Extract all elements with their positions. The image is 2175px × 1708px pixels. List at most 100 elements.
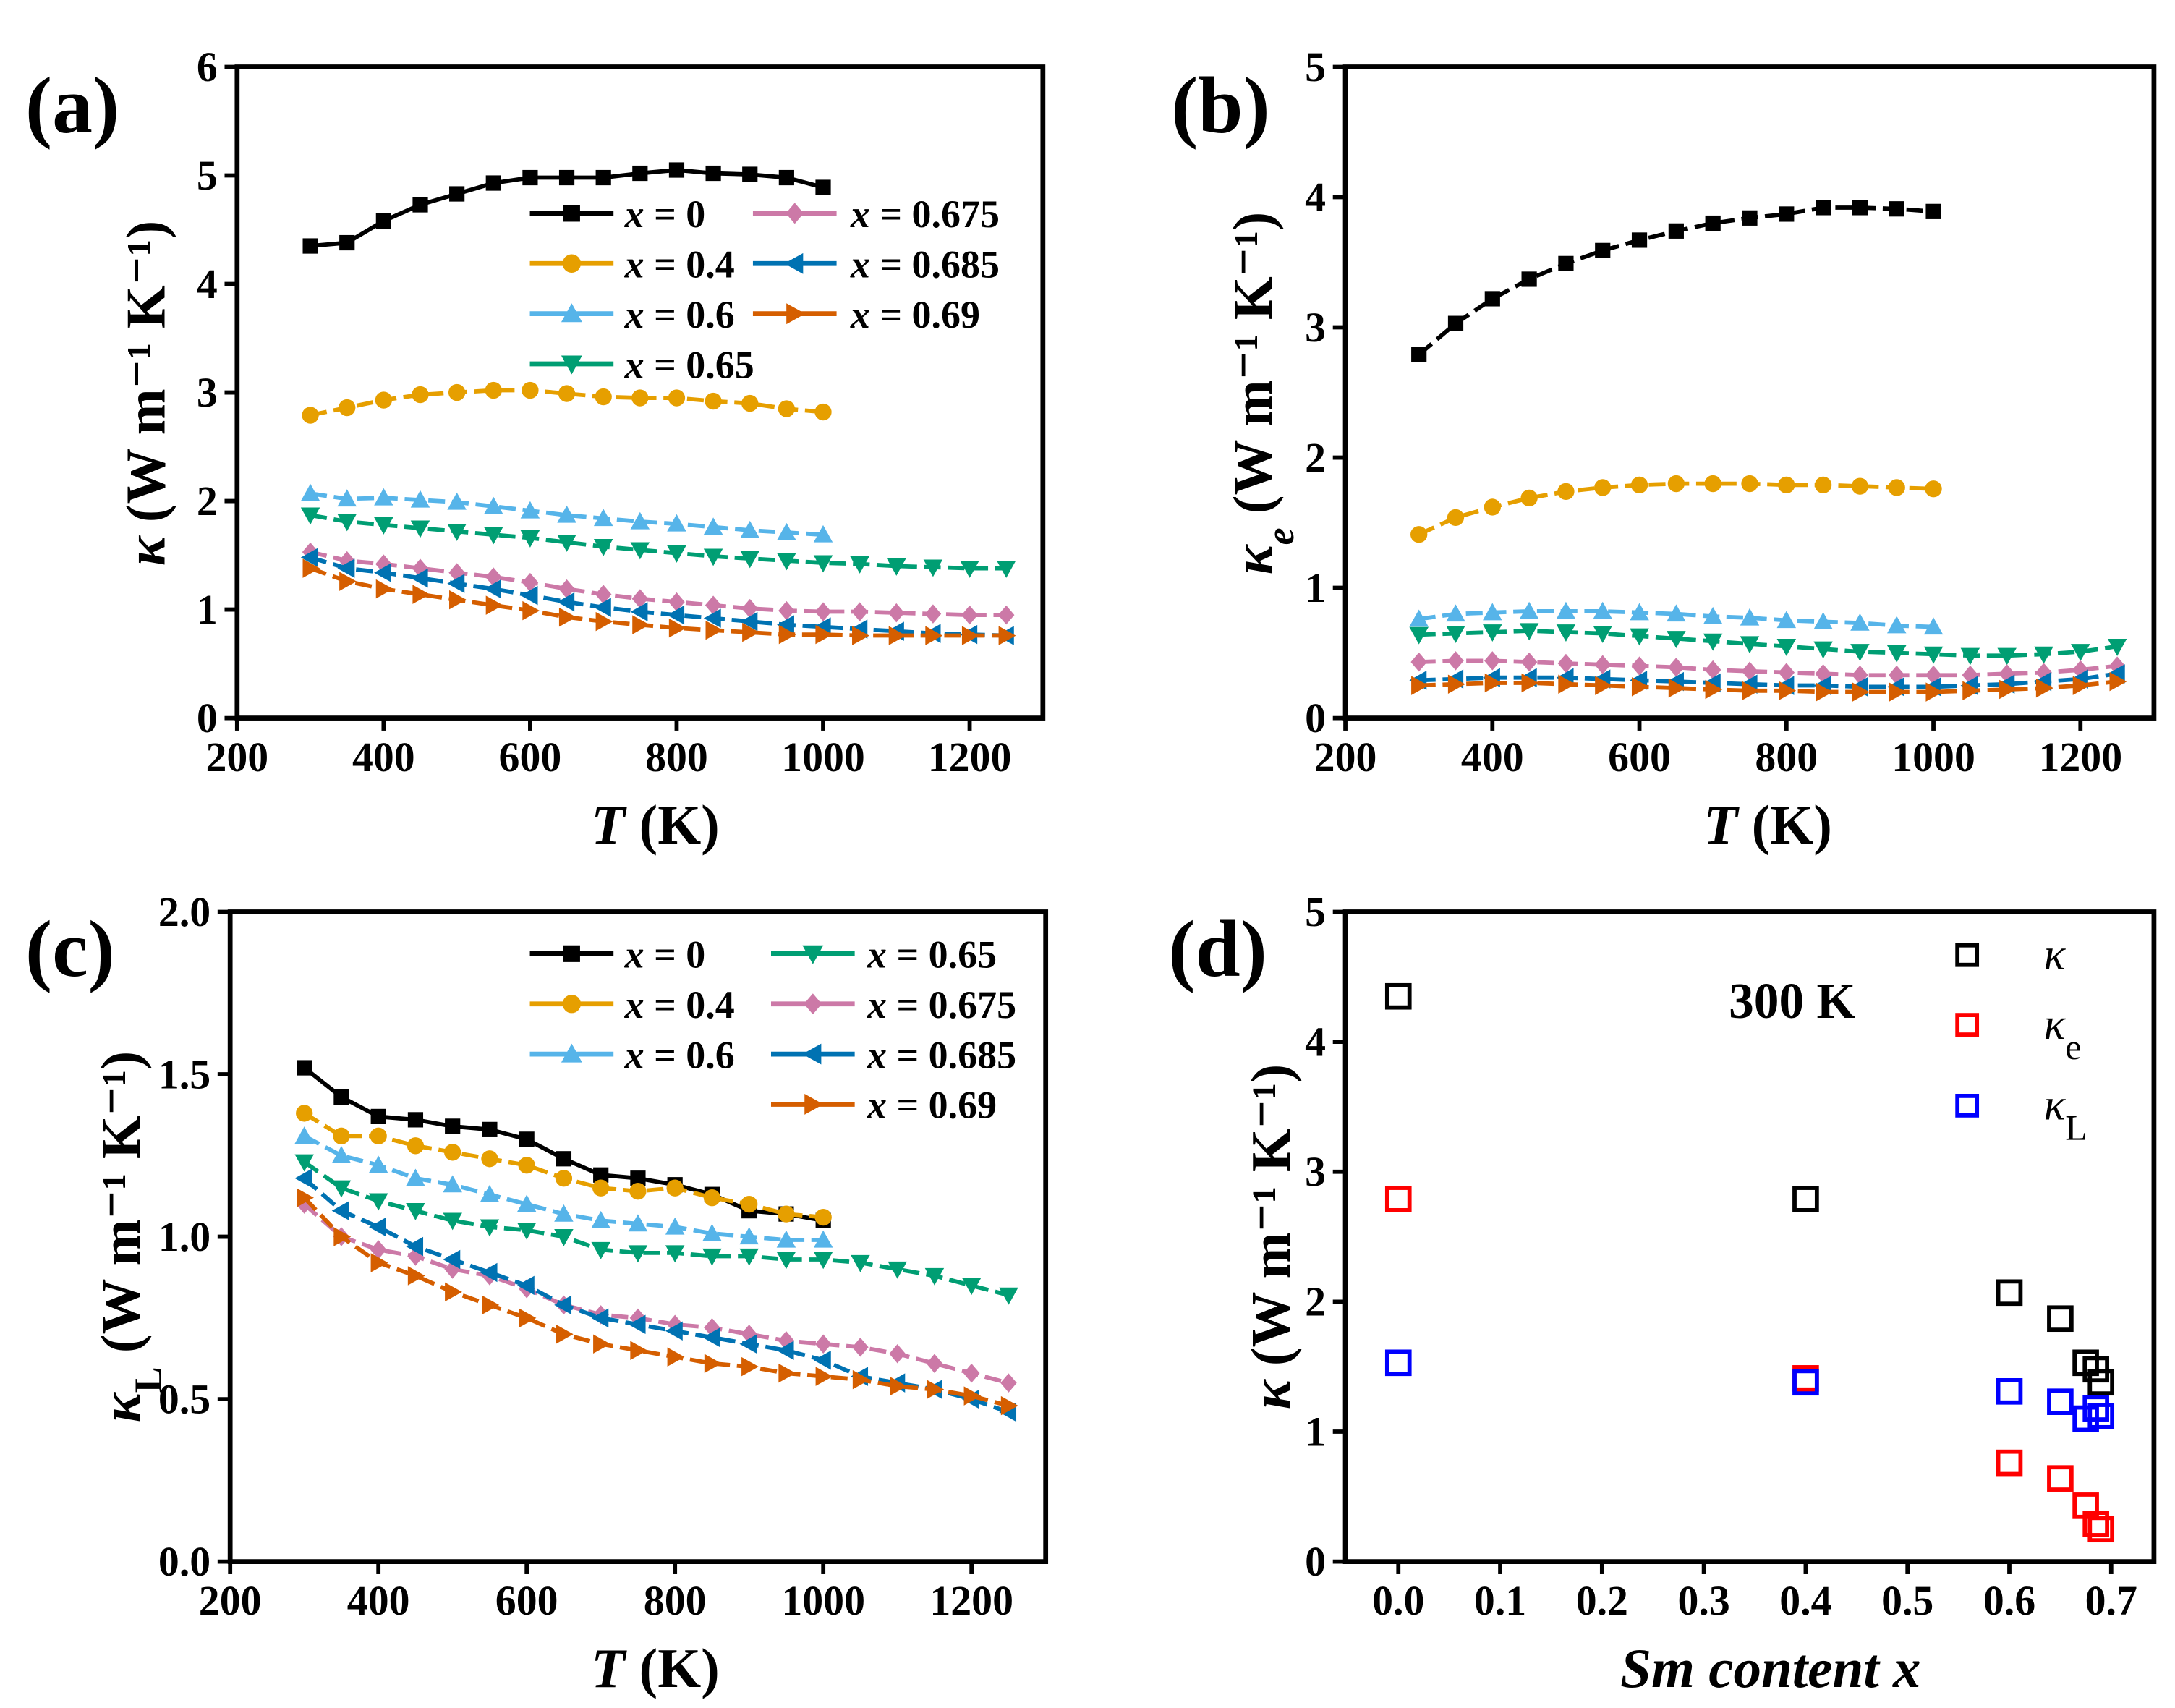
data-point [704,1354,722,1373]
y-tick-label: 3 [197,369,218,416]
data-point [667,514,686,532]
y-tick-label: 2 [197,477,218,524]
data-point [1447,674,1465,694]
data-point [1792,1186,1819,1212]
y-tick-label: 3 [1305,1148,1326,1195]
data-point [557,534,576,552]
data-point [927,1380,945,1399]
data-point [741,1356,759,1377]
x-tick-label: 0.4 [1779,1577,1831,1624]
data-point [333,1227,352,1246]
data-point [1740,636,1760,654]
data-point [374,488,393,506]
data-point [447,574,465,593]
data-point [742,166,758,182]
data-point [668,389,686,407]
data-point [484,496,503,514]
data-point [851,1254,870,1272]
data-point [595,611,613,632]
data-point [778,169,794,186]
data-point [1776,611,1797,629]
data-point [557,505,576,523]
legend: x = 0 x = 0.4 x = 0.6 x = 0.65 x = 0.675 x = … [529,933,1016,1127]
legend-item: x = 0.675 [770,983,1016,1027]
legend-marker [786,303,806,325]
data-point [778,1363,796,1383]
data-point [410,490,430,508]
data-point [1778,476,1795,494]
data-point [1484,498,1501,516]
data-point [705,620,723,640]
panel-b: (b) 200 400 600 800 1000 1200 0 1 2 3 4 5 T (K) κe (W … [1171,43,2157,856]
data-point [297,1188,314,1207]
data-point [1703,606,1723,624]
data-point [703,608,721,628]
data-point [628,1314,646,1335]
data-point [631,589,649,608]
data-point [1705,679,1723,700]
data-point [1446,604,1465,622]
data-point [961,626,979,645]
data-point [337,514,357,532]
data-point [1999,679,2017,700]
data-point [667,605,685,625]
y-tick-label: 0 [1305,1538,1326,1585]
x-tick-label: 600 [499,734,562,781]
data-point [1483,624,1502,642]
legend-label: x = 0.69 [850,293,980,336]
x-tick-label: 600 [495,1577,558,1624]
data-point [1484,291,1500,307]
data-point [889,1343,906,1364]
data-point [776,1252,796,1270]
x-tick-label: 200 [205,734,268,781]
data-point [368,1217,386,1237]
data-point [778,1205,795,1223]
legend-item: x = 0.69 [752,293,980,336]
variable-x: x [624,983,644,1027]
data-point [410,520,430,538]
data-point [630,1341,648,1360]
data-point [1410,652,1427,672]
data-point [558,607,576,627]
data-point [852,626,869,645]
data-point [1668,678,1686,698]
data-point [630,511,650,530]
data-point [668,618,686,638]
legend-label: x = 0.675 [850,192,1000,236]
data-point [2047,1388,2074,1415]
data-point [1851,477,1869,495]
data-point [702,1223,722,1241]
data-point [741,394,759,412]
data-point [740,611,758,632]
data-point [484,527,503,545]
series-x0.4 [296,1105,832,1226]
data-point [1886,645,1907,663]
series-line [1418,629,2118,658]
data-point [813,524,833,543]
data-point [412,386,429,404]
data-point [1852,682,1870,702]
data-point [963,1386,982,1406]
data-point [370,1240,387,1259]
legend-item: x = 0.65 [770,933,997,977]
data-point [554,1295,572,1315]
data-point [926,1354,943,1373]
panel-a: (a) 200 400 600 800 1000 1200 0 1 2 3 4 5 6 T (K) κ (W … [25,43,1046,856]
legend-label: x = 0.675 [867,983,1016,1027]
panel-label: (a) [25,61,119,150]
data-point [1447,315,1464,331]
data-point [1667,604,1686,622]
series-line [303,1160,1010,1298]
legend-label: x = 0.69 [867,1084,997,1127]
data-point [2082,1511,2109,1537]
data-point [482,1295,500,1315]
data-point [961,605,978,625]
x-tick-label: 1000 [1891,734,1975,781]
series-x0 [302,162,831,254]
data-point [742,622,759,642]
data-point [1520,652,1538,672]
y-tick-label: 1 [197,586,218,633]
series-x0.69 [297,1188,1018,1416]
data-point [741,598,758,619]
data-point [1925,480,1942,498]
